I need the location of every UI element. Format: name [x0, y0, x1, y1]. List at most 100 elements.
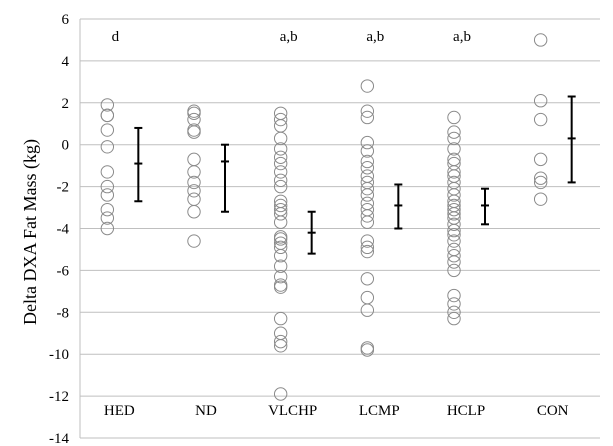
data-point — [447, 305, 461, 319]
y-tick-label: -14 — [49, 431, 69, 446]
data-point — [360, 272, 375, 286]
data-point — [447, 217, 461, 232]
data-point — [187, 234, 201, 248]
category-labels: HED ND VLCHP LCMP HCLP CON — [104, 403, 569, 419]
y-tick-label: -6 — [57, 263, 70, 279]
data-point — [447, 207, 461, 221]
significance-annotation: a,b — [453, 29, 471, 45]
data-point — [360, 104, 375, 118]
y-tick-label: 0 — [62, 138, 70, 154]
data-point — [447, 223, 461, 238]
y-tick-label: 4 — [62, 54, 70, 70]
data-point — [360, 188, 375, 202]
data-point — [187, 205, 201, 219]
data-point — [360, 154, 375, 169]
data-point — [187, 152, 201, 167]
significance-annotations: d a,b a,b a,b — [112, 29, 471, 45]
data-points — [100, 33, 548, 401]
data-point — [360, 290, 375, 305]
data-point — [360, 135, 375, 150]
data-point — [360, 161, 375, 175]
data-point — [187, 125, 201, 139]
data-point — [360, 343, 375, 357]
data-point — [273, 150, 288, 164]
data-point — [187, 192, 201, 206]
y-tick-labels: 6 4 2 0 -2 -4 -6 -8 -10 -12 -14 — [49, 12, 70, 446]
y-tick-label: -10 — [49, 347, 69, 363]
data-point — [447, 263, 461, 278]
data-point — [447, 142, 461, 156]
data-point — [360, 244, 375, 259]
data-point — [533, 33, 548, 47]
category-label: CON — [537, 403, 569, 419]
data-point — [273, 311, 288, 326]
error-bars — [134, 95, 576, 255]
data-point — [187, 165, 201, 179]
data-point — [100, 123, 115, 137]
data-point — [100, 98, 115, 112]
significance-annotation: a,b — [280, 29, 298, 45]
data-point — [447, 288, 461, 303]
data-point — [447, 255, 461, 269]
data-point — [273, 240, 288, 255]
data-point — [100, 202, 115, 217]
data-point — [360, 209, 375, 223]
data-point — [447, 125, 461, 139]
data-point — [447, 165, 461, 179]
data-point — [447, 311, 461, 326]
data-point — [360, 240, 375, 255]
data-point — [447, 249, 461, 263]
data-point — [273, 334, 288, 349]
data-point — [187, 184, 201, 198]
grid-layer — [80, 18, 600, 439]
data-point — [187, 175, 201, 190]
y-tick-label: -4 — [57, 222, 70, 238]
data-point — [273, 249, 288, 263]
y-tick-label: 2 — [62, 96, 70, 112]
data-point — [273, 339, 288, 353]
data-point — [100, 188, 115, 202]
data-point — [273, 165, 288, 179]
data-point — [273, 112, 288, 127]
data-point — [533, 112, 548, 127]
data-point — [447, 234, 461, 248]
data-point — [533, 175, 548, 190]
data-point — [273, 269, 288, 284]
data-point — [273, 142, 288, 156]
y-axis-label: Delta DXA Fat Mass (kg) — [20, 139, 41, 325]
data-point — [100, 221, 115, 236]
data-point — [100, 140, 115, 154]
data-point — [273, 387, 288, 401]
data-point — [360, 215, 375, 229]
data-point — [273, 280, 288, 294]
data-point — [533, 192, 548, 206]
data-point — [273, 156, 288, 171]
data-point — [273, 198, 288, 213]
data-point — [360, 303, 375, 317]
data-point — [360, 234, 375, 248]
data-point — [533, 94, 548, 108]
data-point — [447, 131, 461, 146]
data-point — [273, 232, 288, 246]
data-point — [360, 181, 375, 196]
category-label: LCMP — [359, 403, 400, 419]
data-point — [447, 297, 461, 311]
data-point — [273, 179, 288, 194]
data-point — [100, 165, 115, 179]
category-label: HED — [104, 403, 135, 419]
category-label: VLCHP — [268, 403, 317, 419]
data-point — [273, 173, 288, 188]
data-point — [447, 188, 461, 202]
data-point — [360, 110, 375, 125]
data-point — [100, 211, 115, 225]
significance-annotation: a,b — [366, 29, 384, 45]
data-point — [360, 79, 375, 93]
data-point — [273, 131, 288, 146]
data-point — [273, 259, 288, 273]
data-point — [447, 110, 461, 125]
significance-annotation: d — [112, 29, 120, 45]
y-tick-label: 6 — [62, 12, 70, 28]
category-label: ND — [195, 403, 217, 419]
